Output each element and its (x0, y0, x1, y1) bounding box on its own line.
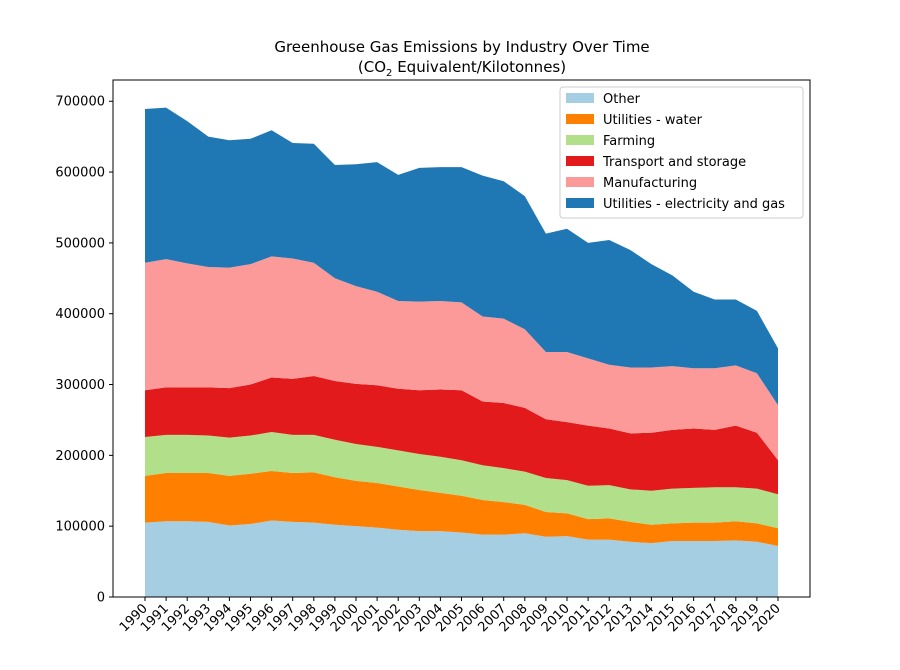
y-tick-label: 0 (97, 591, 105, 606)
y-tick-label: 400000 (55, 307, 105, 322)
plot-areas (145, 107, 778, 597)
legend-swatch (566, 135, 594, 145)
y-tick-label: 100000 (55, 520, 105, 535)
legend-label: Other (603, 92, 641, 107)
legend-swatch (566, 114, 594, 124)
area-series-3 (145, 376, 778, 495)
y-tick-label: 300000 (55, 378, 105, 393)
y-tick-label: 500000 (55, 236, 105, 251)
y-tick-label: 600000 (55, 166, 105, 181)
y-axis: 0 100000 200000 300000 400000 500000 600000 700… (55, 95, 113, 606)
legend-label: Utilities - electricity and gas (603, 197, 785, 212)
legend: Other Utilities - water Farming Transport a… (559, 86, 804, 219)
chart-subtitle: (CO2 Equivalent/Kilotonnes) (358, 58, 566, 79)
legend-label: Utilities - water (603, 113, 703, 128)
area-series-1 (145, 470, 778, 547)
area-series-0 (145, 520, 778, 597)
legend-label: Farming (603, 134, 655, 149)
legend-swatch (566, 93, 594, 103)
legend-label: Transport and storage (602, 155, 746, 170)
legend-swatch (566, 198, 594, 208)
chart-title: Greenhouse Gas Emissions by Industry Ove… (274, 38, 649, 56)
legend-label: Manufacturing (603, 176, 697, 191)
area-series-2 (145, 431, 778, 529)
y-tick-label: 700000 (55, 95, 105, 110)
legend-swatch (566, 177, 594, 187)
y-tick-label: 200000 (55, 449, 105, 464)
area-series-5 (145, 107, 778, 406)
legend-swatch (566, 156, 594, 166)
x-axis: 1990199119921993199419951996199719981999… (117, 597, 784, 635)
legend-box (559, 86, 804, 219)
area-series-4 (145, 256, 778, 461)
